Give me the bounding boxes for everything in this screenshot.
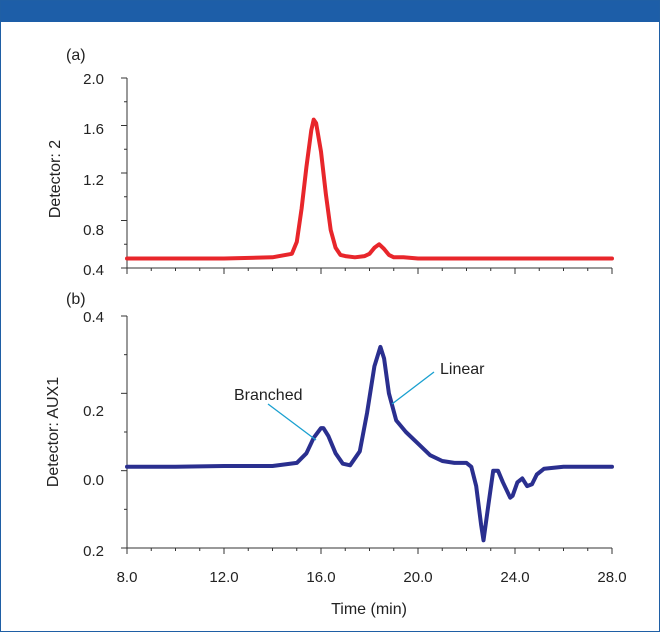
panel-a-label: (a) (66, 47, 86, 64)
x-tick-label: 20.0 (403, 569, 432, 586)
linear-callout-line (391, 371, 435, 405)
branched-callout-line (267, 403, 317, 441)
x-axis-title: Time (min) (331, 601, 407, 618)
y-tick-label: 0.2 (83, 403, 104, 420)
x-tick-label: 16.0 (306, 569, 335, 586)
y-tick-label: 0.4 (83, 309, 104, 326)
y-tick-label: 0.2 (83, 543, 104, 560)
x-tick-label: 24.0 (500, 569, 529, 586)
panel-b-label: (b) (66, 291, 86, 308)
y-tick-label: 1.2 (83, 172, 104, 189)
linear-annotation: Linear (440, 361, 485, 378)
x-tick-label: 12.0 (209, 569, 238, 586)
header-bar (0, 0, 660, 22)
series-a-line (125, 117, 614, 261)
panel-b: (b) Detector: AUX1 0.4 0.2 0.0 0.2 8.0 1… (45, 291, 627, 618)
panel-a-y-axis-title: Detector: 2 (47, 140, 64, 218)
y-tick-label: 0.4 (83, 262, 104, 279)
y-tick-label: 2.0 (83, 71, 104, 88)
panel-a: (a) Detector: 2 2.0 1.6 1.2 0.8 0.4 (47, 47, 614, 279)
y-tick-label: 0.0 (83, 472, 104, 489)
x-tick-label: 28.0 (597, 569, 626, 586)
panel-b-axes (121, 315, 613, 554)
y-tick-label: 1.6 (83, 121, 104, 138)
panel-b-y-axis-title: Detector: AUX1 (45, 377, 62, 487)
panel-a-y-tick-labels: 2.0 1.6 1.2 0.8 0.4 (83, 71, 104, 279)
x-tick-label: 8.0 (117, 569, 138, 586)
series-b-line (125, 344, 614, 543)
branched-annotation: Branched (234, 387, 303, 404)
panel-b-y-tick-labels: 0.4 0.2 0.0 0.2 (83, 309, 104, 560)
y-tick-label: 0.8 (83, 222, 104, 239)
panel-b-x-tick-labels: 8.0 12.0 16.0 20.0 24.0 28.0 (117, 569, 627, 586)
panel-a-axes (121, 77, 613, 274)
